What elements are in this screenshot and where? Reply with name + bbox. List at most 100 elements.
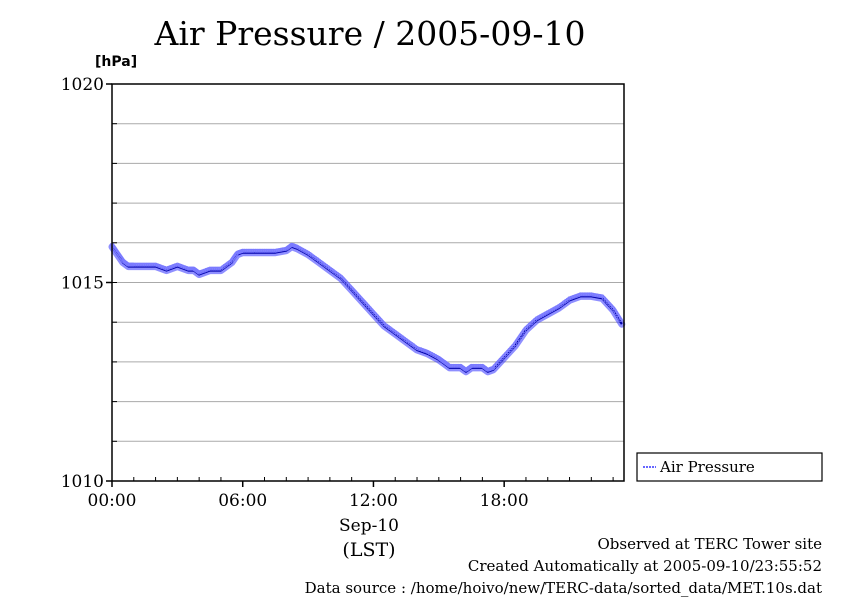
data-point (576, 293, 581, 298)
data-point (598, 293, 603, 298)
data-point (173, 263, 178, 268)
data-point (138, 262, 143, 267)
data-point (594, 293, 599, 298)
data-point (135, 262, 140, 267)
data-point (140, 262, 145, 267)
data-point (474, 363, 479, 368)
data-point (414, 345, 419, 350)
data-point (578, 292, 583, 297)
x-tick-label: 12:00 (349, 491, 398, 511)
data-point (246, 248, 251, 253)
x-axis-date-label: Sep-10 (339, 516, 399, 536)
data-point (160, 265, 165, 270)
data-point (593, 293, 598, 298)
y-axis-unit: [hPa] (95, 54, 138, 70)
x-tick-label: 00:00 (88, 491, 137, 511)
data-point (580, 292, 585, 297)
data-point (242, 248, 247, 253)
data-point (587, 292, 592, 297)
data-point (273, 248, 278, 253)
data-point (137, 262, 142, 267)
data-point (280, 247, 285, 252)
data-point (206, 267, 211, 272)
data-point (144, 262, 149, 267)
data-point (178, 263, 183, 268)
data-point (213, 266, 218, 271)
y-tick-label: 1010 (61, 472, 104, 492)
data-point (149, 262, 154, 267)
data-point (204, 267, 209, 272)
legend: Air Pressure (636, 452, 823, 482)
grid-lines (112, 123, 624, 442)
data-point (158, 264, 163, 269)
data-point (182, 265, 187, 270)
footer-data-source: Data source : /home/hoivo/new/TERC-data/… (304, 579, 822, 597)
data-point (453, 363, 458, 368)
y-axis: 1010 1015 1020 (61, 75, 117, 492)
data-point (211, 266, 216, 271)
data-point (175, 262, 180, 267)
data-point (424, 349, 429, 354)
data-point (240, 248, 245, 253)
x-tick-label: 18:00 (480, 491, 529, 511)
data-point (157, 263, 162, 268)
data-point (200, 269, 205, 274)
data-point (155, 263, 160, 268)
series-air-pressure (108, 242, 626, 376)
chart-title: Air Pressure / 2005-09-10 (154, 14, 586, 53)
data-point (264, 248, 269, 253)
y-tick-label: 1020 (61, 75, 104, 95)
data-point (255, 248, 260, 253)
data-point (251, 248, 256, 253)
data-point (202, 268, 207, 273)
data-point (275, 248, 280, 253)
x-tick-label: 06:00 (218, 491, 267, 511)
legend-label: Air Pressure (659, 458, 755, 476)
data-point (197, 270, 202, 275)
data-point (198, 269, 203, 274)
data-point (169, 264, 174, 269)
data-point (422, 348, 427, 353)
data-point (596, 293, 601, 298)
data-point (247, 248, 252, 253)
data-point (266, 248, 271, 253)
data-point (418, 347, 423, 352)
data-point (573, 294, 578, 299)
legend-box (636, 452, 823, 482)
data-point (162, 265, 167, 270)
data-point (522, 328, 527, 333)
data-point (153, 262, 158, 267)
data-point (253, 248, 258, 253)
data-point (520, 331, 525, 336)
data-point (180, 264, 185, 269)
footer-created-timestamp: Created Automatically at 2005-09-10/23:5… (467, 557, 822, 575)
data-point (217, 266, 222, 271)
data-point (276, 248, 281, 253)
data-point (473, 363, 478, 368)
data-point (164, 266, 169, 271)
data-point (168, 265, 173, 270)
data-point (171, 263, 176, 268)
x-axis-timezone-label: (LST) (342, 539, 395, 561)
data-point (209, 266, 214, 271)
data-point (514, 339, 519, 344)
y-tick-label: 1015 (61, 274, 104, 294)
data-point (244, 248, 249, 253)
data-point (142, 262, 147, 267)
data-point (207, 266, 212, 271)
data-point (513, 341, 518, 346)
data-point (516, 336, 521, 341)
data-point (451, 363, 456, 368)
data-point (574, 293, 579, 298)
data-point (278, 247, 283, 252)
series-band (108, 243, 626, 376)
data-point (420, 347, 425, 352)
data-point (569, 295, 574, 300)
data-point (567, 296, 572, 301)
footer-observation-site: Observed at TERC Tower site (597, 535, 822, 553)
data-point (618, 317, 623, 322)
data-point (148, 262, 153, 267)
data-point (416, 346, 421, 351)
data-point (591, 292, 596, 297)
